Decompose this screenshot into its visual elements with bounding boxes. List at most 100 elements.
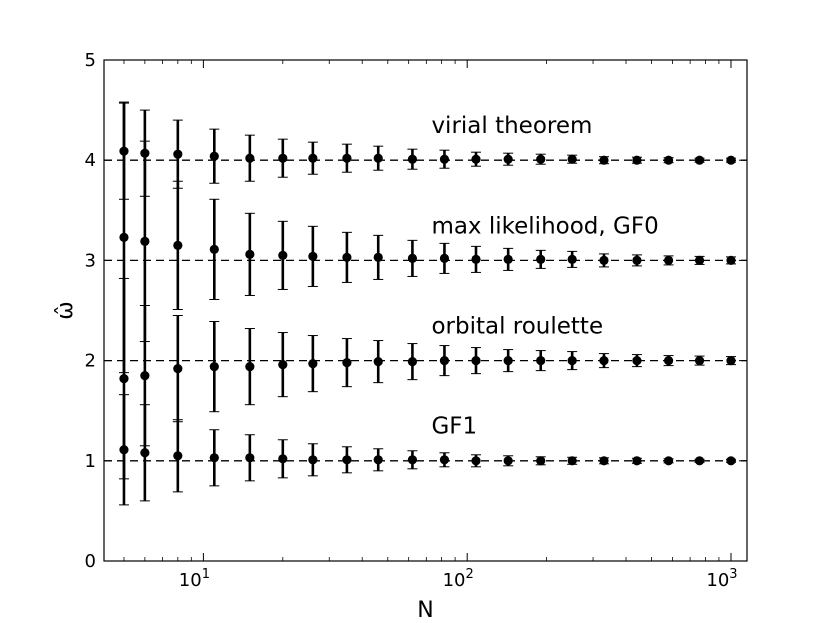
data-point [342,252,352,262]
data-point [694,356,705,366]
data-point [342,358,352,368]
data-point [726,456,736,466]
data-point [694,155,705,165]
data-point [245,362,255,372]
data-point [632,255,642,265]
y-tick-label: 1 [85,451,96,472]
data-point [663,456,674,466]
data-point [503,154,513,164]
data-point [503,356,513,366]
data-point [342,153,352,163]
data-point [536,154,546,164]
y-tick-label: 3 [85,250,96,271]
y-tick-label: 0 [85,551,96,572]
data-point [567,456,577,466]
data-point [407,154,418,164]
series-annotations: virial theorem max likelihood, GF0 orbital… [431,113,658,440]
data-point [471,254,481,264]
series-label: orbital roulette [431,314,603,340]
data-point [119,374,129,384]
data-point [599,155,609,165]
data-point [599,456,609,466]
data-marks [118,101,736,506]
data-point [209,244,219,254]
data-point [373,153,383,163]
data-point [663,356,674,366]
data-point [567,254,577,264]
plot-frame [103,59,748,562]
data-point [119,445,129,455]
data-point [439,154,450,164]
data-point [471,456,481,466]
x-tick-label: 101 [179,567,210,591]
data-point [663,155,674,165]
x-axis-label: N [417,598,433,623]
data-point [140,236,150,246]
data-point [308,153,318,163]
series-label: max likelihood, GF0 [431,213,658,239]
data-point [173,149,183,159]
data-point [308,251,318,261]
data-point [173,240,183,250]
y-tick-label: 5 [85,50,96,71]
data-point [308,359,318,369]
data-point [567,356,577,366]
y-tick-label: 4 [85,150,96,171]
data-point [308,455,318,465]
y-tick-label: 2 [85,351,96,372]
x-tick-exponent: 1 [202,567,210,582]
data-point [471,356,481,366]
data-point [278,454,288,464]
data-point [599,356,609,366]
series-label: virial theorem [431,113,592,139]
data-point [245,249,255,259]
data-point [632,456,642,466]
data-point [503,456,513,466]
data-point [342,455,352,465]
data-point [439,455,450,465]
data-point [407,253,418,263]
data-point [439,253,450,263]
x-tick-exponent: 2 [465,567,473,582]
x-tick-label: 102 [443,567,474,591]
data-point [173,451,183,461]
data-point [278,360,288,370]
data-point [278,153,288,163]
data-point [726,255,736,265]
data-point [439,356,450,366]
data-point [471,154,481,164]
data-point [503,254,513,264]
data-point [536,456,546,466]
y-axis-label: ω̂ [53,301,78,319]
data-point [536,356,546,366]
data-point [567,154,577,164]
x-tick-base: 10 [443,570,466,591]
data-point [140,448,150,458]
data-point [209,362,219,372]
data-point [694,255,705,265]
data-point [278,250,288,260]
data-point [536,254,546,264]
data-point [632,155,642,165]
data-point [694,456,705,466]
data-point [726,155,736,165]
data-point [209,151,219,161]
data-point [407,357,418,367]
x-tick-label: 103 [706,567,737,591]
data-point [726,356,736,366]
data-point [373,357,383,367]
data-point [140,371,150,381]
series [118,277,736,480]
data-point [245,453,255,463]
data-point [373,455,383,465]
data-point [632,356,642,366]
series [118,394,736,506]
data-point [407,455,418,465]
data-point [119,232,129,242]
data-point [663,255,674,265]
x-tick-exponent: 3 [729,567,737,582]
x-tick-base: 10 [706,570,729,591]
